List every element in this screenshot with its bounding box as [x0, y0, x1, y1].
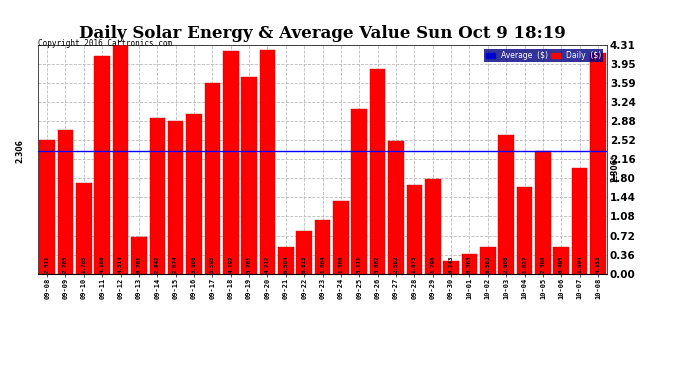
Text: 3.862: 3.862	[375, 255, 380, 273]
Text: 2.306*: 2.306*	[610, 154, 619, 182]
Text: Copyright 2016 Cartronics.com: Copyright 2016 Cartronics.com	[38, 39, 172, 48]
Text: 4.153: 4.153	[595, 255, 600, 273]
Text: 1.627: 1.627	[522, 255, 527, 273]
Bar	[259, 50, 275, 274]
Text: 0.363: 0.363	[467, 255, 472, 273]
Bar	[333, 201, 348, 274]
Bar	[76, 183, 92, 274]
Bar	[39, 141, 55, 274]
Text: 2.511: 2.511	[45, 255, 50, 273]
Text: 2.306: 2.306	[15, 140, 24, 163]
Bar	[297, 231, 312, 274]
Bar	[425, 179, 440, 274]
Bar	[498, 135, 514, 274]
Text: 0.701: 0.701	[137, 255, 141, 273]
Bar	[553, 248, 569, 274]
Text: 1.673: 1.673	[412, 255, 417, 273]
Text: 4.314: 4.314	[118, 255, 123, 273]
Bar	[112, 45, 128, 274]
Bar	[572, 168, 587, 274]
Text: 2.874: 2.874	[173, 255, 178, 273]
Bar	[406, 185, 422, 274]
Title: Daily Solar Energy & Average Value Sun Oct 9 18:19: Daily Solar Energy & Average Value Sun O…	[79, 25, 566, 42]
Bar	[315, 220, 331, 274]
Bar	[150, 118, 165, 274]
Bar	[351, 109, 367, 274]
Text: 2.308: 2.308	[540, 255, 545, 273]
Bar	[223, 51, 239, 274]
Text: 4.212: 4.212	[265, 255, 270, 273]
Text: 0.243: 0.243	[448, 255, 453, 273]
Text: 3.701: 3.701	[246, 255, 252, 273]
Bar	[388, 141, 404, 274]
Text: 2.705: 2.705	[63, 255, 68, 273]
Text: 1.994: 1.994	[577, 255, 582, 273]
Text: 4.100: 4.100	[100, 255, 105, 273]
Bar	[205, 83, 220, 274]
Bar	[370, 69, 386, 274]
Text: 0.495: 0.495	[559, 255, 564, 273]
Text: 2.502: 2.502	[393, 255, 399, 273]
Bar	[241, 77, 257, 274]
Bar	[168, 121, 184, 274]
Bar	[58, 130, 73, 274]
Bar	[186, 114, 202, 274]
Bar	[462, 255, 477, 274]
Text: 3.111: 3.111	[357, 255, 362, 273]
Text: 4.192: 4.192	[228, 255, 233, 273]
Bar	[535, 151, 551, 274]
Bar	[278, 247, 294, 274]
Text: 0.504: 0.504	[284, 255, 288, 273]
Legend: Average  ($), Daily  ($): Average ($), Daily ($)	[484, 49, 603, 62]
Text: 0.813: 0.813	[302, 255, 307, 273]
Text: 1.380: 1.380	[338, 255, 344, 273]
Text: 1.705: 1.705	[81, 255, 86, 273]
Bar	[131, 237, 147, 274]
Text: 1.790: 1.790	[431, 255, 435, 273]
Text: 2.942: 2.942	[155, 255, 160, 273]
Bar	[590, 53, 606, 274]
Bar	[480, 247, 495, 274]
Text: 2.606: 2.606	[504, 255, 509, 273]
Text: 1.004: 1.004	[320, 255, 325, 273]
Bar	[95, 56, 110, 274]
Bar	[517, 188, 533, 274]
Text: 3.595: 3.595	[210, 255, 215, 273]
Text: 0.502: 0.502	[485, 255, 491, 273]
Text: 3.006: 3.006	[192, 255, 197, 273]
Bar	[443, 261, 459, 274]
